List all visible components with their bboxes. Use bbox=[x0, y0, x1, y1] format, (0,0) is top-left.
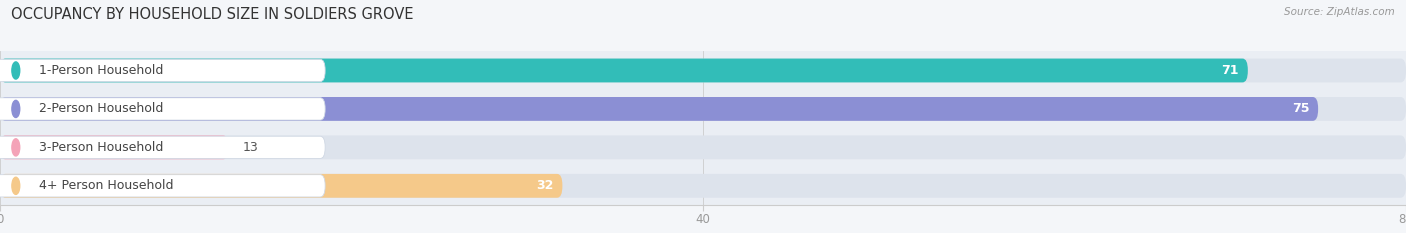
Circle shape bbox=[11, 177, 20, 194]
FancyBboxPatch shape bbox=[0, 174, 1406, 198]
FancyBboxPatch shape bbox=[0, 97, 1406, 121]
FancyBboxPatch shape bbox=[0, 98, 325, 120]
FancyBboxPatch shape bbox=[0, 97, 1319, 121]
Text: 75: 75 bbox=[1292, 103, 1309, 115]
Text: OCCUPANCY BY HOUSEHOLD SIZE IN SOLDIERS GROVE: OCCUPANCY BY HOUSEHOLD SIZE IN SOLDIERS … bbox=[11, 7, 413, 22]
Text: 3-Person Household: 3-Person Household bbox=[39, 141, 163, 154]
Text: Source: ZipAtlas.com: Source: ZipAtlas.com bbox=[1284, 7, 1395, 17]
Circle shape bbox=[11, 139, 20, 156]
Circle shape bbox=[11, 100, 20, 117]
Text: 2-Person Household: 2-Person Household bbox=[39, 103, 163, 115]
FancyBboxPatch shape bbox=[0, 58, 1406, 82]
Text: 13: 13 bbox=[243, 141, 259, 154]
Text: 71: 71 bbox=[1222, 64, 1239, 77]
FancyBboxPatch shape bbox=[0, 59, 325, 82]
FancyBboxPatch shape bbox=[0, 136, 325, 158]
FancyBboxPatch shape bbox=[0, 58, 1249, 82]
FancyBboxPatch shape bbox=[0, 135, 1406, 159]
FancyBboxPatch shape bbox=[0, 135, 228, 159]
Text: 32: 32 bbox=[536, 179, 554, 192]
Text: 1-Person Household: 1-Person Household bbox=[39, 64, 163, 77]
FancyBboxPatch shape bbox=[0, 175, 325, 197]
FancyBboxPatch shape bbox=[0, 174, 562, 198]
Circle shape bbox=[11, 62, 20, 79]
Text: 4+ Person Household: 4+ Person Household bbox=[39, 179, 173, 192]
